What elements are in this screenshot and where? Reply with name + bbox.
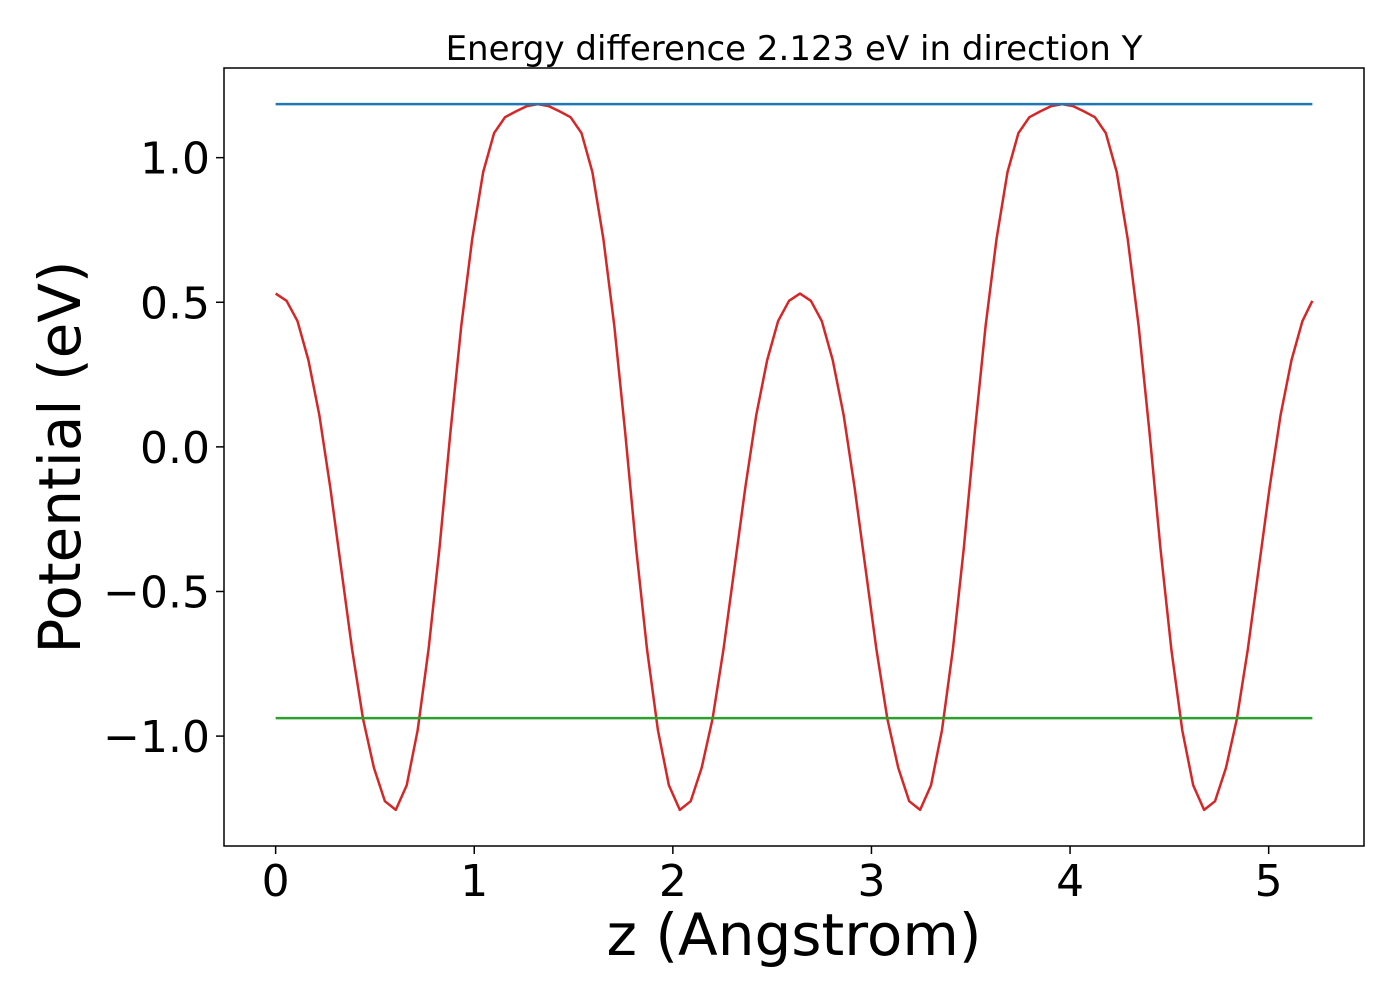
y-axis: 1.0 0.5 0.0 −0.5 −1.0 — [103, 134, 224, 763]
y-tick-label: −1.0 — [103, 712, 210, 763]
y-tick-label: −0.5 — [103, 567, 210, 618]
x-tick-label: 4 — [1056, 856, 1084, 907]
plot-frame — [223, 67, 1365, 847]
x-tick-label: 5 — [1255, 856, 1283, 907]
chart-title: Energy difference 2.123 eV in direction … — [446, 29, 1143, 69]
y-tick-label: 0.0 — [140, 423, 210, 474]
plot-area — [274, 102, 1314, 812]
x-tick-label: 1 — [460, 856, 488, 907]
x-tick-label: 2 — [659, 856, 687, 907]
y-tick-label: 1.0 — [140, 134, 210, 185]
y-axis-label: Potential (eV) — [26, 260, 94, 653]
y-tick-label: 0.5 — [140, 278, 210, 329]
x-tick-label: 3 — [857, 856, 885, 907]
x-axis-label: z (Angstrom) — [607, 901, 982, 969]
x-axis: 0 1 2 3 4 5 — [262, 846, 1283, 907]
x-tick-label: 0 — [262, 856, 290, 907]
series-line-1 — [274, 102, 1314, 812]
